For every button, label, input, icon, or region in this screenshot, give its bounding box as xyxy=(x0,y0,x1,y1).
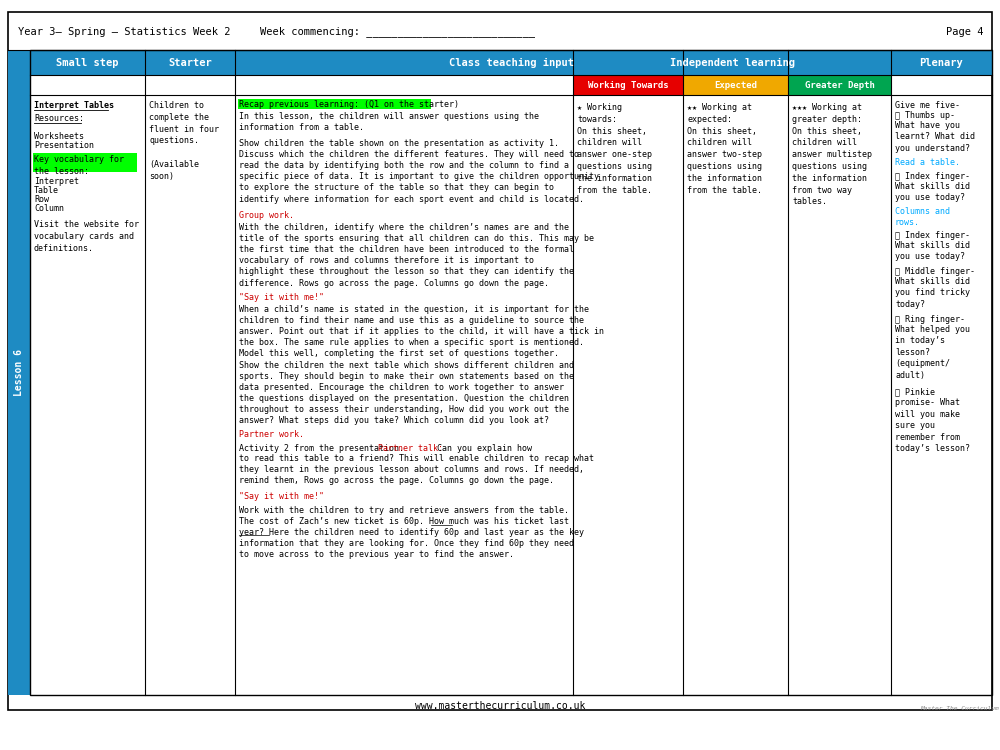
Text: In this lesson, the children will answer questions using the
information from a : In this lesson, the children will answer… xyxy=(239,112,539,132)
Text: What helped you
in today’s
lesson?
(equipment/
adult): What helped you in today’s lesson? (equi… xyxy=(895,325,970,380)
Text: ★★★ Working at
greater depth:
On this sheet,
children will
answer multistep
ques: ★★★ Working at greater depth: On this sh… xyxy=(792,103,872,206)
Text: Master The Curriculum: Master The Curriculum xyxy=(921,706,999,710)
Text: Resources:: Resources: xyxy=(34,114,84,123)
Text: 💎 Middle finger-: 💎 Middle finger- xyxy=(895,267,975,276)
Bar xyxy=(788,75,891,95)
Text: Give me five-: Give me five- xyxy=(895,101,960,110)
Text: Small step: Small step xyxy=(56,58,119,68)
Text: 👆 Index finger-: 👆 Index finger- xyxy=(895,172,970,181)
Text: Key vocabulary for
the lesson:: Key vocabulary for the lesson: xyxy=(34,155,124,176)
Text: Plenary: Plenary xyxy=(920,58,963,68)
Text: Lesson 6: Lesson 6 xyxy=(14,350,24,397)
Text: Recap previous learning: (Q1 on the starter): Recap previous learning: (Q1 on the star… xyxy=(239,100,459,109)
Text: Interpret Tables: Interpret Tables xyxy=(34,101,114,110)
Text: to read this table to a friend? This will enable children to recap what
they lea: to read this table to a friend? This wil… xyxy=(239,454,594,485)
Bar xyxy=(8,50,30,695)
Text: Independent learning: Independent learning xyxy=(670,58,794,68)
Text: Working Towards: Working Towards xyxy=(588,80,668,89)
Text: 💎 Pinkie
promise- What
will you make
sure you
remember from
today’s lesson?: 💎 Pinkie promise- What will you make sur… xyxy=(895,387,970,453)
Text: www.masterthecurriculum.co.uk: www.masterthecurriculum.co.uk xyxy=(415,701,585,711)
Text: "Say it with me!": "Say it with me!" xyxy=(239,293,324,302)
Bar xyxy=(33,153,137,172)
Text: "Say it with me!": "Say it with me!" xyxy=(239,492,324,501)
Text: What skills did
you find tricky
today?: What skills did you find tricky today? xyxy=(895,277,970,309)
Text: Worksheets: Worksheets xyxy=(34,132,84,141)
Text: Work with the children to try and retrieve answers from the table.
The cost of Z: Work with the children to try and retrie… xyxy=(239,506,584,560)
Text: When a child’s name is stated in the question, it is important for the
children : When a child’s name is stated in the que… xyxy=(239,305,604,425)
Text: Page 4: Page 4 xyxy=(946,27,984,37)
Bar xyxy=(30,50,992,695)
Text: Group work.: Group work. xyxy=(239,211,294,220)
Text: With the children, identify where the children’s names are and the
title of the : With the children, identify where the ch… xyxy=(239,223,594,287)
Bar xyxy=(683,75,788,95)
Text: Visit the website for
vocabulary cards and
definitions.: Visit the website for vocabulary cards a… xyxy=(34,220,139,253)
Text: Activity 2 from the presentation.: Activity 2 from the presentation. xyxy=(239,444,409,453)
Text: Columns and
rows.: Columns and rows. xyxy=(895,207,950,227)
Text: ★ Working
towards:
On this sheet,
children will
answer one-step
questions using
: ★ Working towards: On this sheet, childr… xyxy=(577,103,652,194)
Text: What skills did
you use today?: What skills did you use today? xyxy=(895,182,970,203)
Text: Greater Depth: Greater Depth xyxy=(805,80,874,89)
Bar xyxy=(238,99,431,109)
Text: Column: Column xyxy=(34,204,64,213)
Text: Year 3– Spring – Statistics Week 2: Year 3– Spring – Statistics Week 2 xyxy=(18,27,230,37)
Text: Show children the table shown on the presentation as activity 1.
Discuss which t: Show children the table shown on the pre… xyxy=(239,139,599,203)
Text: 💎 Ring finger-: 💎 Ring finger- xyxy=(895,315,965,324)
Text: What have you
learnt? What did
you understand?: What have you learnt? What did you under… xyxy=(895,121,975,153)
Text: Expected: Expected xyxy=(714,80,757,89)
Text: Partner talk:: Partner talk: xyxy=(378,444,443,453)
Text: Class teaching input: Class teaching input xyxy=(449,58,574,68)
Bar xyxy=(30,50,992,75)
Text: Read a table.: Read a table. xyxy=(895,158,960,167)
Text: Children to
complete the
fluent in four
questions.

(Available
soon): Children to complete the fluent in four … xyxy=(149,101,219,181)
Text: Presentation: Presentation xyxy=(34,141,94,150)
Bar xyxy=(573,75,683,95)
Text: ★★ Working at
expected:
On this sheet,
children will
answer two-step
questions u: ★★ Working at expected: On this sheet, c… xyxy=(687,103,762,194)
Text: 👍 Thumbs up-: 👍 Thumbs up- xyxy=(895,111,955,120)
Text: 👆 Index finger-: 👆 Index finger- xyxy=(895,231,970,240)
Text: Week commencing: ___________________________: Week commencing: _______________________… xyxy=(260,26,535,38)
Text: Starter: Starter xyxy=(168,58,212,68)
Text: Interpret: Interpret xyxy=(34,177,79,186)
Text: Row: Row xyxy=(34,195,49,204)
Text: What skills did
you use today?: What skills did you use today? xyxy=(895,241,970,262)
Text: Table: Table xyxy=(34,186,59,195)
Text: Partner work.: Partner work. xyxy=(239,430,304,439)
Text: Can you explain how: Can you explain how xyxy=(432,444,532,453)
